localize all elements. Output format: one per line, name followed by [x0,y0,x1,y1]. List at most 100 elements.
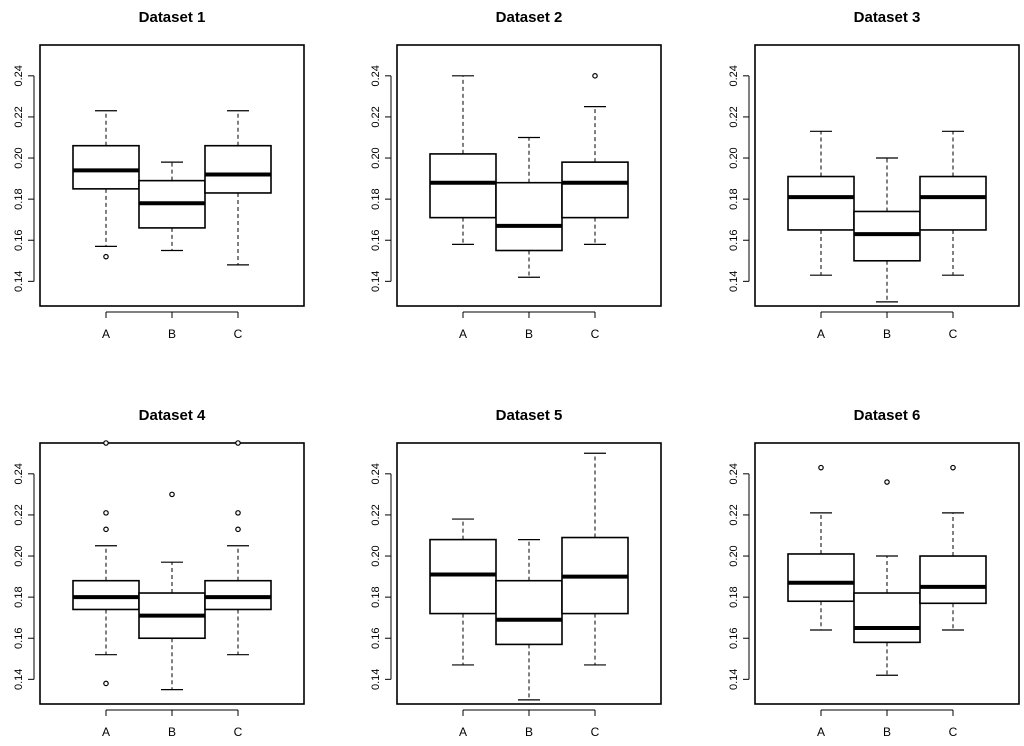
y-tick-label: 0.20 [13,545,25,566]
y-tick-label: 0.20 [728,147,740,168]
iqr-box [495,181,563,252]
y-tick-label: 0.20 [13,147,25,168]
panel-title: Dataset 3 [854,9,921,26]
y-tick-label: 0.20 [370,545,382,566]
y-tick-label: 0.24 [728,463,740,484]
iqr-box [204,144,272,194]
x-tick-label: C [591,327,600,341]
x-tick-label: A [102,327,110,341]
x-tick-label: A [817,725,825,739]
x-tick-label: A [459,725,467,739]
box-B [853,479,921,676]
iqr-box [429,153,497,219]
plot-frame [754,442,1020,705]
outlier-point [884,479,890,485]
y-tick-label: 0.18 [370,586,382,607]
x-tick-label: A [102,725,110,739]
y-tick-label: 0.16 [370,230,382,251]
panel-title: Dataset 6 [854,407,921,424]
box-C [561,452,629,666]
x-tick-label: A [459,327,467,341]
box-B [138,161,206,252]
panel-5: Dataset 5 0.14 0.16 0.18 0.20 0.22 0.24 A B C [370,407,662,739]
y-tick-label: 0.20 [370,147,382,168]
y-tick-label: 0.22 [370,504,382,525]
iqr-box [204,579,272,611]
y-tick-label: 0.22 [370,106,382,127]
y-tick-label: 0.18 [728,586,740,607]
iqr-box [919,555,987,605]
y-tick-label: 0.18 [370,188,382,209]
outlier-point [103,440,109,446]
iqr-box [787,175,855,231]
outlier-point [950,464,956,471]
y-tick-label: 0.14 [13,669,25,690]
y-tick-label: 0.22 [13,504,25,525]
iqr-box [72,579,140,611]
y-tick-label: 0.24 [13,65,25,86]
outlier-point [103,526,109,533]
iqr-box [495,579,563,646]
outlier-point [103,253,109,260]
iqr-box [853,210,921,262]
y-tick-label: 0.18 [13,586,25,607]
y-tick-label: 0.16 [13,628,25,649]
y-tick-label: 0.18 [728,188,740,209]
panel-4: Dataset 4 0.14 0.16 0.18 0.20 0.22 0.24 A B C [13,407,305,739]
box-B [853,157,921,303]
plot-frame [396,442,662,705]
outlier-point [818,464,824,471]
iqr-box [72,144,140,190]
x-tick-label: B [168,725,176,739]
box-C [561,73,629,245]
panel-2: Dataset 2 0.14 0.16 0.18 0.20 0.22 0.24 A B C [370,9,662,341]
outlier-point [169,491,175,498]
y-tick-label: 0.14 [728,271,740,292]
y-tick-label: 0.14 [728,669,740,690]
box-A [429,75,497,245]
y-tick-label: 0.22 [728,106,740,127]
y-tick-label: 0.14 [370,669,382,690]
x-tick-label: B [168,327,176,341]
outlier-point [592,73,598,79]
x-tick-label: C [234,327,243,341]
box-C [919,130,987,276]
x-tick-label: B [883,725,891,739]
x-tick-label: A [817,327,825,341]
box-C [204,110,272,266]
y-tick-label: 0.24 [728,65,740,86]
plot-frame [39,442,305,705]
outlier-point [103,680,109,687]
x-tick-label: C [949,725,958,739]
box-A [787,464,855,631]
outlier-point [103,510,109,516]
y-tick-label: 0.20 [728,545,740,566]
panel-6: Dataset 6 0.14 0.16 0.18 0.20 0.22 0.24 A B C [728,407,1020,739]
y-tick-label: 0.22 [13,106,25,127]
panel-3: Dataset 3 0.14 0.16 0.18 0.20 0.22 0.24 A B C [728,9,1020,341]
panel-title: Dataset 1 [139,9,206,26]
y-tick-label: 0.24 [370,65,382,86]
outlier-point [235,510,241,516]
box-A [787,130,855,276]
x-tick-label: C [591,725,600,739]
y-tick-label: 0.18 [13,188,25,209]
plot-frame [396,44,662,307]
iqr-box [561,161,629,219]
x-tick-label: B [883,327,891,341]
outlier-point [235,526,241,533]
x-tick-label: B [525,725,533,739]
outlier-point [235,440,241,446]
x-tick-label: C [949,327,958,341]
box-B [495,538,563,701]
y-tick-label: 0.24 [13,463,25,484]
y-tick-label: 0.24 [370,463,382,484]
box-A [429,518,497,666]
iqr-box [787,553,855,603]
box-B [138,491,206,691]
box-B [495,136,563,278]
box-C [204,440,272,656]
y-tick-label: 0.16 [728,230,740,251]
plot-frame [754,44,1020,307]
x-tick-label: B [525,327,533,341]
